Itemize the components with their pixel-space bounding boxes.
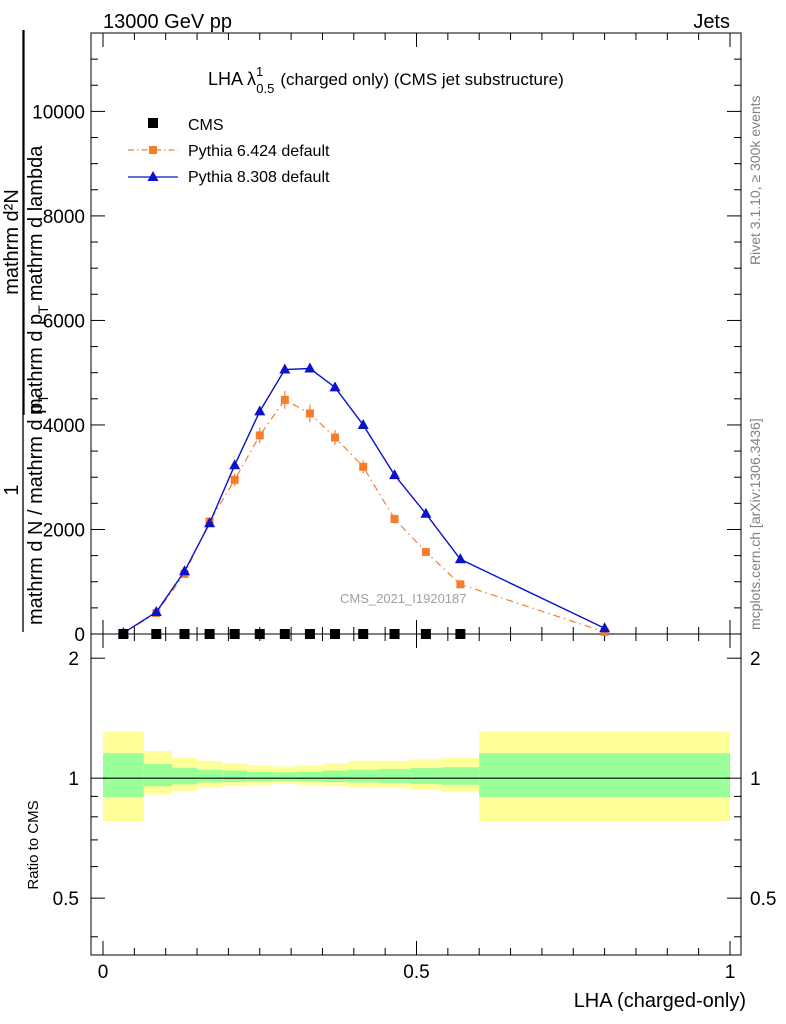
xaxis-label: LHA (charged-only) bbox=[574, 990, 746, 1012]
header-right: Jets bbox=[693, 11, 730, 33]
ratio-band-green bbox=[222, 770, 248, 783]
pythia8-line bbox=[123, 367, 605, 634]
ylabel-frac-den: mathrm d pTmathrm d lambda bbox=[25, 145, 51, 415]
header-left: 13000 GeV pp bbox=[103, 11, 232, 33]
ratio-band-green bbox=[441, 767, 480, 785]
pythia6-point bbox=[330, 433, 339, 442]
ratio-band-green bbox=[479, 753, 730, 798]
legend-cms-marker bbox=[148, 118, 158, 128]
pythia6-point bbox=[421, 547, 430, 556]
legend-py6-label: Pythia 6.424 default bbox=[188, 143, 330, 160]
cms-point bbox=[118, 629, 129, 639]
plot-title-rest: (charged only) (CMS jet substructure) bbox=[280, 70, 563, 89]
cms-point bbox=[455, 629, 466, 639]
ylabel-frac-den-text: mathrm d p bbox=[25, 314, 47, 415]
pythia6-point bbox=[390, 515, 399, 524]
ratio-band-green bbox=[272, 772, 298, 781]
upper-ytick-label: 2000 bbox=[43, 520, 85, 541]
ylabel-frac-num: mathrm d²N bbox=[1, 189, 23, 295]
cms-point bbox=[358, 629, 369, 639]
ylabel-den-sub: T bbox=[35, 394, 51, 403]
xtick-label: 0 bbox=[98, 962, 109, 983]
xtick-label: 1 bbox=[725, 962, 736, 983]
cms-point bbox=[229, 629, 240, 639]
pythia6-point bbox=[359, 462, 368, 471]
pythia6-point bbox=[305, 409, 314, 418]
xtick-label: 0.5 bbox=[403, 962, 429, 983]
ratio-band-green bbox=[247, 771, 273, 782]
ratio-band-green bbox=[197, 769, 223, 783]
ratio-band-green bbox=[171, 767, 198, 785]
legend-cms-label: CMS bbox=[188, 117, 224, 134]
cms-point bbox=[254, 629, 265, 639]
pythia6-line bbox=[123, 399, 605, 634]
ratio-ylabel: Ratio to CMS bbox=[25, 800, 42, 889]
pythia6-point bbox=[280, 395, 289, 404]
ylabel-den-text: mathrm d N / mathrm d p bbox=[25, 403, 47, 625]
pythia8-point bbox=[357, 418, 369, 429]
legend: CMS Pythia 6.424 default Pythia 8.308 de… bbox=[128, 117, 330, 186]
ratio-band-green bbox=[378, 768, 411, 784]
pythia8-point bbox=[254, 405, 266, 416]
pythia8-point bbox=[229, 459, 241, 470]
pythia6-point bbox=[456, 580, 465, 589]
cms-point bbox=[420, 629, 431, 639]
upper-ytick-label: 0 bbox=[74, 625, 85, 646]
pythia8-point bbox=[179, 565, 191, 576]
upper-ytick-label: 10000 bbox=[32, 102, 85, 123]
upper-ytick-label: 4000 bbox=[43, 416, 85, 437]
ratio-band-green bbox=[410, 768, 442, 784]
plot-title-sub: 0.5 bbox=[256, 81, 274, 96]
ratio-band-green bbox=[297, 771, 323, 782]
lower-ytick-label-right: 1 bbox=[750, 769, 761, 790]
pythia8-point bbox=[304, 362, 316, 373]
mcplots-label: mcplots.cern.ch [arXiv:1306.3436] bbox=[747, 418, 763, 630]
pythia8-point bbox=[420, 507, 432, 518]
ylabel-frac-den-sub: T bbox=[35, 305, 51, 314]
pythia6-point bbox=[255, 431, 264, 440]
lower-ytick-label-right: 2 bbox=[750, 649, 761, 670]
ratio-band-green bbox=[143, 764, 172, 787]
pythia8-point bbox=[329, 381, 341, 392]
ylabel-den: mathrm d N / mathrm d pT bbox=[25, 394, 51, 625]
cms-point bbox=[304, 629, 315, 639]
lower-ytick-label-left: 0.5 bbox=[53, 889, 79, 910]
ratio-band-green bbox=[322, 770, 348, 783]
cms-point bbox=[151, 629, 162, 639]
pythia8-point bbox=[279, 363, 291, 374]
legend-py8-label: Pythia 8.308 default bbox=[188, 169, 330, 186]
pythia8-point bbox=[150, 606, 162, 617]
ratio-bands-layer bbox=[103, 731, 730, 822]
pythia6-point bbox=[230, 475, 239, 484]
pythia8-point bbox=[389, 469, 401, 480]
ratio-band-green bbox=[347, 769, 379, 783]
legend-py8-marker bbox=[147, 171, 159, 181]
cms-point bbox=[179, 629, 190, 639]
lower-ytick-label-right: 0.5 bbox=[750, 889, 776, 910]
lower-ytick-label-left: 1 bbox=[68, 769, 79, 790]
legend-py6-marker bbox=[149, 146, 157, 154]
pythia8-point bbox=[454, 553, 466, 564]
plot-title-main: LHA λ bbox=[208, 69, 256, 89]
series-layer bbox=[117, 362, 611, 639]
ylabel-frac-den-rest: mathrm d lambda bbox=[25, 145, 47, 301]
cms-point bbox=[389, 629, 400, 639]
upper-ytick-label: 6000 bbox=[43, 311, 85, 332]
analysis-watermark: CMS_2021_I1920187 bbox=[340, 591, 467, 606]
cms-point bbox=[204, 629, 215, 639]
cms-point bbox=[279, 629, 290, 639]
axes-layer: 0 2000 4000 6000 8000 10000 0 0.5 1 0.5 0.5 1 1 2 2 bbox=[32, 32, 776, 983]
plot-title-sup: 1 bbox=[256, 64, 263, 79]
ratio-band-green bbox=[103, 753, 144, 798]
ylabel-one: 1 bbox=[1, 484, 23, 495]
cms-point bbox=[329, 629, 340, 639]
upper-ytick-label: 8000 bbox=[43, 207, 85, 228]
pythia8-point bbox=[599, 622, 611, 633]
plot-title: LHA λ1 0.5 (charged only) (CMS jet substru… bbox=[208, 64, 564, 96]
pythia8-point bbox=[204, 517, 216, 528]
upper-ylabel: 1 mathrm d N / mathrm d pT mathrm d²N ma… bbox=[1, 30, 51, 632]
rivet-label: Rivet 3.1.10, ≥ 300k events bbox=[747, 95, 763, 265]
lower-ytick-label-left: 2 bbox=[68, 649, 79, 670]
